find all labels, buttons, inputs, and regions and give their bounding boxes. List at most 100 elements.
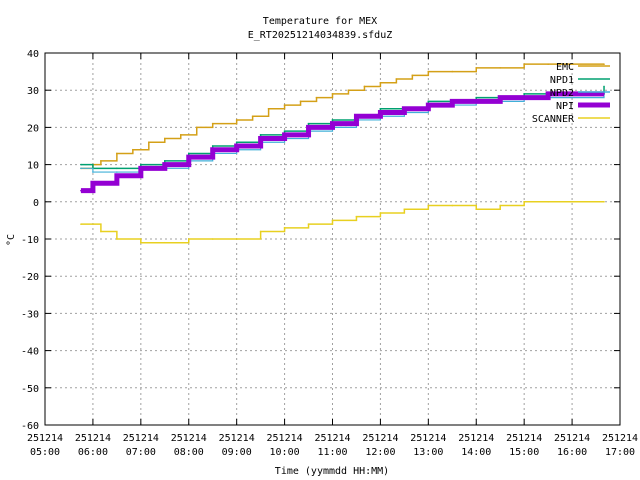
data-point-npi bbox=[235, 145, 238, 147]
data-point-npd1 bbox=[187, 152, 190, 155]
x-tick-time: 14:00 bbox=[461, 447, 491, 458]
x-tick-time: 10:00 bbox=[270, 447, 300, 458]
data-point-emc bbox=[499, 67, 502, 69]
data-point-scanner bbox=[379, 212, 382, 214]
data-point-npd2 bbox=[116, 171, 118, 173]
x-tick-date: 251214 bbox=[554, 433, 590, 444]
data-point-emc bbox=[379, 81, 382, 84]
series-line-npd2 bbox=[80, 93, 605, 173]
data-point-npi bbox=[283, 134, 286, 136]
data-point-npi bbox=[475, 100, 478, 103]
x-tick-time: 09:00 bbox=[222, 447, 252, 458]
data-point-npi bbox=[427, 104, 430, 106]
data-point-npi bbox=[499, 96, 502, 99]
x-tick-time: 15:00 bbox=[509, 447, 539, 458]
y-tick-label: -50 bbox=[21, 384, 39, 395]
data-point-scanner bbox=[499, 204, 502, 207]
data-point-npi bbox=[187, 156, 190, 158]
data-point-emc bbox=[267, 108, 270, 110]
data-point-scanner bbox=[307, 223, 310, 225]
data-point-npd1 bbox=[259, 134, 262, 136]
data-point-emc bbox=[427, 70, 430, 73]
data-point-npi bbox=[451, 100, 454, 103]
data-point-scanner bbox=[547, 201, 549, 203]
series-layer bbox=[80, 63, 605, 244]
data-point-npd1 bbox=[603, 85, 605, 88]
data-point-scanner bbox=[331, 219, 334, 222]
data-point-scanner bbox=[451, 204, 454, 207]
data-point-npi bbox=[92, 182, 94, 184]
y-tick-label: -40 bbox=[21, 347, 39, 358]
x-axis-label: Time (yymmdd HH:MM) bbox=[275, 466, 389, 477]
data-point-npd1 bbox=[211, 145, 214, 147]
x-tick-date: 251214 bbox=[171, 433, 207, 444]
x-tick-time: 11:00 bbox=[317, 447, 347, 458]
y-tick-label: -30 bbox=[21, 309, 39, 320]
data-point-scanner bbox=[523, 201, 525, 203]
data-point-npd1 bbox=[116, 167, 118, 170]
data-point-scanner bbox=[355, 215, 358, 218]
data-point-emc bbox=[571, 63, 573, 65]
x-tick-date: 251214 bbox=[267, 433, 303, 444]
series-line-emc bbox=[80, 63, 605, 170]
data-point-npd1 bbox=[475, 96, 478, 99]
data-point-emc bbox=[523, 63, 525, 65]
x-tick-time: 06:00 bbox=[78, 447, 108, 458]
data-point-npd1 bbox=[80, 163, 82, 166]
data-point-npi bbox=[80, 189, 82, 192]
data-point-emc bbox=[347, 89, 350, 91]
x-tick-date: 251214 bbox=[123, 433, 159, 444]
data-point-emc bbox=[451, 70, 454, 73]
x-tick-date: 251214 bbox=[410, 433, 446, 444]
x-tick-date: 251214 bbox=[362, 433, 398, 444]
legend-label-scanner: SCANNER bbox=[532, 114, 575, 125]
data-point-npi bbox=[523, 96, 525, 99]
x-tick-date: 251214 bbox=[219, 433, 255, 444]
data-point-scanner bbox=[116, 238, 118, 240]
data-point-npd1 bbox=[307, 122, 310, 125]
data-point-npd1 bbox=[523, 93, 525, 95]
data-point-npi bbox=[140, 167, 142, 170]
data-point-npi bbox=[547, 93, 549, 95]
y-tick-label: -60 bbox=[21, 421, 39, 432]
x-tick-date: 251214 bbox=[27, 433, 63, 444]
data-point-emc bbox=[116, 152, 118, 155]
data-point-scanner bbox=[259, 230, 262, 233]
data-point-emc bbox=[283, 104, 286, 106]
y-axis: -60 -50 -40 -30 -20 -10 0 10 20 30 40 bbox=[21, 49, 620, 432]
data-point-npi bbox=[211, 148, 214, 151]
data-point-npd2 bbox=[571, 96, 573, 99]
x-tick-time: 07:00 bbox=[126, 447, 156, 458]
x-tick-date: 251214 bbox=[602, 433, 638, 444]
data-point-npd2 bbox=[92, 171, 94, 173]
data-point-npi bbox=[355, 115, 358, 118]
data-point-emc bbox=[547, 63, 549, 65]
x-tick-time: 12:00 bbox=[365, 447, 395, 458]
data-point-emc bbox=[251, 115, 254, 118]
data-point-npd2 bbox=[80, 167, 82, 170]
data-point-scanner bbox=[427, 204, 430, 207]
data-point-npi bbox=[403, 108, 406, 110]
legend-label-npd1: NPD1 bbox=[550, 75, 574, 86]
x-tick-date: 251214 bbox=[458, 433, 494, 444]
x-tick-time: 16:00 bbox=[557, 447, 587, 458]
data-point-npi bbox=[571, 93, 573, 95]
data-point-emc bbox=[411, 74, 414, 77]
data-point-emc bbox=[315, 96, 318, 99]
data-point-emc bbox=[211, 122, 214, 125]
data-point-scanner bbox=[603, 201, 605, 203]
legend-label-emc: EMC bbox=[556, 62, 574, 73]
data-point-emc bbox=[603, 63, 605, 65]
data-point-scanner bbox=[100, 230, 102, 233]
data-point-emc bbox=[163, 137, 166, 140]
data-point-scanner bbox=[235, 238, 238, 240]
data-point-emc bbox=[148, 141, 150, 144]
data-point-npi bbox=[163, 163, 166, 166]
x-tick-date: 251214 bbox=[75, 433, 111, 444]
data-point-npd1 bbox=[427, 100, 430, 103]
data-point-scanner bbox=[475, 208, 478, 211]
data-point-npi bbox=[116, 174, 118, 177]
y-tick-label: 10 bbox=[27, 161, 39, 172]
data-point-emc bbox=[195, 126, 198, 129]
chart-title: Temperature for MEX bbox=[263, 16, 377, 27]
